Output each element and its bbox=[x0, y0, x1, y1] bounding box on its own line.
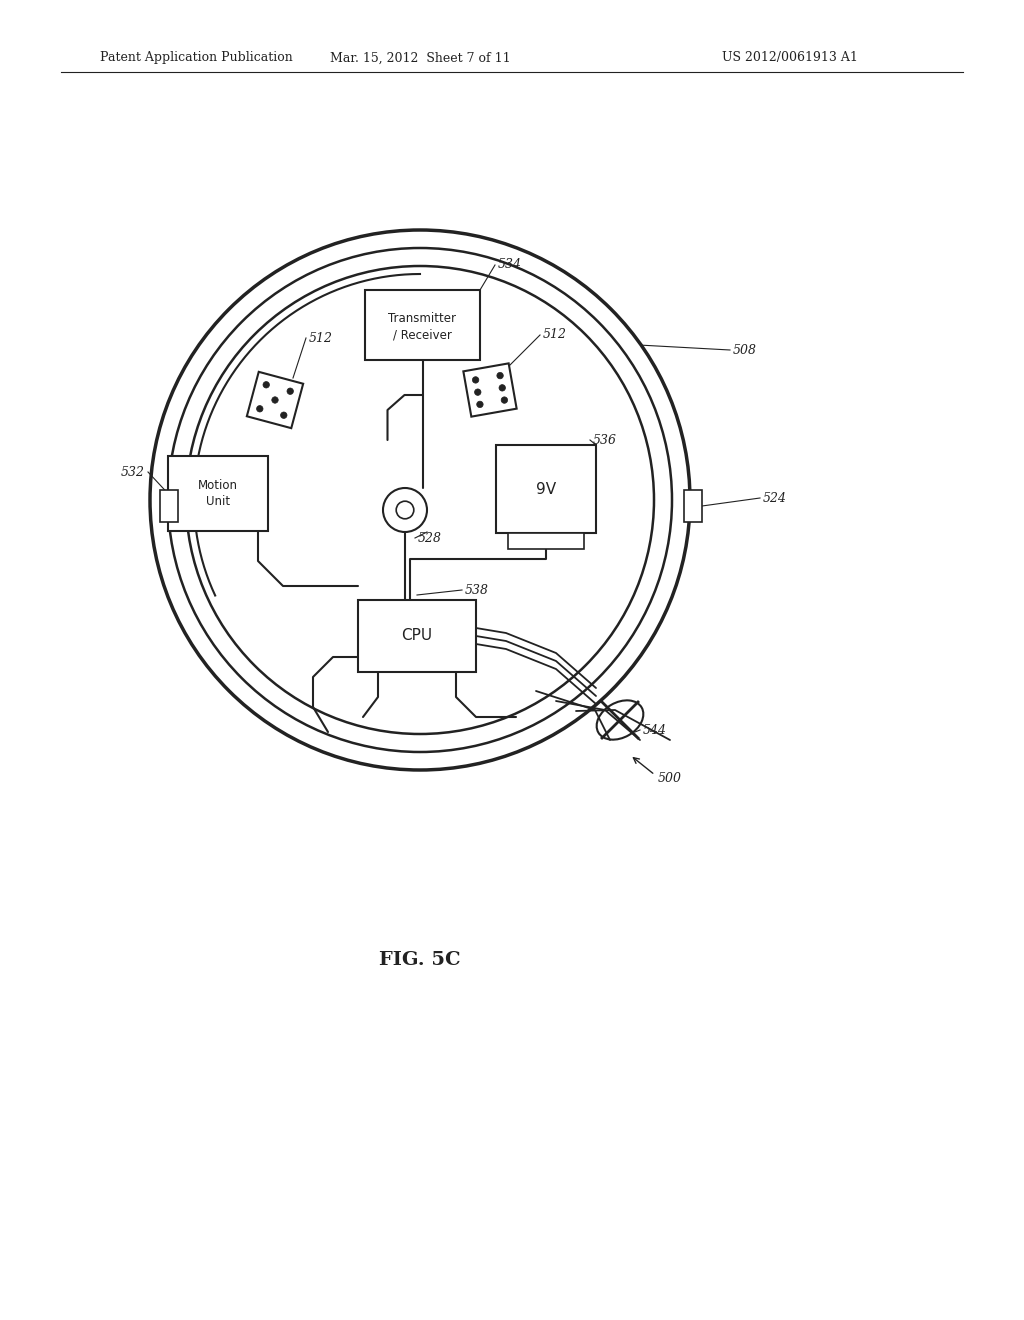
Circle shape bbox=[501, 397, 508, 404]
Text: US 2012/0061913 A1: US 2012/0061913 A1 bbox=[722, 51, 858, 65]
Text: Unit: Unit bbox=[206, 495, 230, 508]
Bar bbox=[684, 490, 702, 521]
Text: CPU: CPU bbox=[401, 628, 432, 644]
Text: 508: 508 bbox=[733, 343, 757, 356]
Text: Motion: Motion bbox=[198, 479, 238, 492]
Bar bbox=[358, 601, 476, 672]
Text: 532: 532 bbox=[121, 466, 145, 479]
Bar bbox=[160, 490, 178, 521]
Circle shape bbox=[257, 405, 263, 412]
Polygon shape bbox=[463, 363, 517, 417]
Circle shape bbox=[281, 412, 287, 418]
Text: 536: 536 bbox=[593, 433, 617, 446]
Circle shape bbox=[271, 397, 279, 403]
Text: Transmitter: Transmitter bbox=[388, 312, 457, 325]
Text: 9V: 9V bbox=[536, 482, 556, 496]
Text: 528: 528 bbox=[418, 532, 442, 544]
Circle shape bbox=[477, 401, 483, 408]
Bar bbox=[496, 445, 596, 533]
Text: 544: 544 bbox=[643, 723, 667, 737]
Bar bbox=[365, 290, 480, 360]
Circle shape bbox=[287, 388, 294, 395]
Text: Mar. 15, 2012  Sheet 7 of 11: Mar. 15, 2012 Sheet 7 of 11 bbox=[330, 51, 510, 65]
Text: / Receiver: / Receiver bbox=[393, 329, 452, 342]
Text: 512: 512 bbox=[309, 331, 333, 345]
Bar bbox=[168, 455, 268, 531]
Circle shape bbox=[499, 384, 506, 391]
Text: 534: 534 bbox=[498, 259, 522, 272]
Circle shape bbox=[497, 372, 503, 379]
Text: Patent Application Publication: Patent Application Publication bbox=[100, 51, 293, 65]
Bar bbox=[508, 533, 584, 549]
Polygon shape bbox=[247, 372, 303, 428]
Text: 524: 524 bbox=[763, 491, 787, 504]
Text: 512: 512 bbox=[543, 329, 567, 342]
Circle shape bbox=[474, 389, 481, 396]
Circle shape bbox=[472, 376, 479, 383]
Text: 500: 500 bbox=[658, 771, 682, 784]
Text: 538: 538 bbox=[465, 583, 489, 597]
Circle shape bbox=[263, 381, 269, 388]
Text: FIG. 5C: FIG. 5C bbox=[379, 950, 461, 969]
